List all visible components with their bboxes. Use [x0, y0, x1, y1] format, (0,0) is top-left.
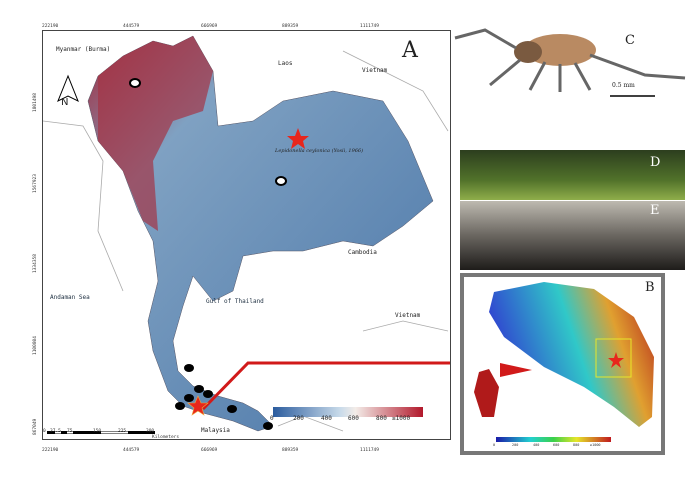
panel-b-legend-bar: [496, 437, 611, 442]
panel-label-e: E: [650, 203, 660, 218]
label-gulf-of-thailand: Gulf of Thailand: [206, 298, 264, 305]
panel-label-d: D: [650, 155, 661, 170]
thailand-elevation-map: [42, 35, 460, 434]
study-site-star: [187, 395, 209, 416]
label-vietnam-north: Vietnam: [362, 67, 388, 74]
label-malaysia: Malaysia: [201, 427, 230, 434]
elevation-legend-bar: [273, 407, 423, 417]
specimen-scale-label: 0.5 mm: [612, 82, 635, 89]
north-label: N: [61, 97, 69, 108]
occurrence-markers: [129, 78, 287, 430]
label-laos: Laos: [278, 60, 293, 67]
springtail-specimen-illustration: [454, 28, 686, 97]
country-borders: [42, 50, 449, 432]
panel-d-forest-photo: [460, 150, 685, 200]
red-arrow-head: [500, 363, 532, 377]
map-a-frame: [42, 30, 460, 440]
red-arrow-line: [201, 361, 460, 411]
panel-e-cave-photo: [460, 201, 685, 270]
species-label: Lepidonella ceylonica (Yosii, 1966): [275, 148, 364, 154]
panel-label-b: B: [645, 280, 655, 295]
panel-label-a: A: [402, 38, 418, 63]
label-myanmar: Myanmar (Burma): [56, 46, 111, 53]
label-andaman-sea: Andaman Sea: [50, 294, 90, 301]
thailand-landmass: [87, 35, 434, 432]
northern-highlands: [98, 36, 213, 231]
province-elevation-map: [474, 282, 654, 442]
north-arrow-icon: [57, 74, 79, 103]
type-locality-star: [287, 128, 309, 149]
label-cambodia: Cambodia: [348, 249, 377, 256]
panel-label-c: C: [625, 33, 635, 48]
label-vietnam-south: Vietnam: [395, 312, 421, 319]
panel-c-specimen: [450, 0, 695, 145]
panel-b-frame: [460, 273, 665, 455]
